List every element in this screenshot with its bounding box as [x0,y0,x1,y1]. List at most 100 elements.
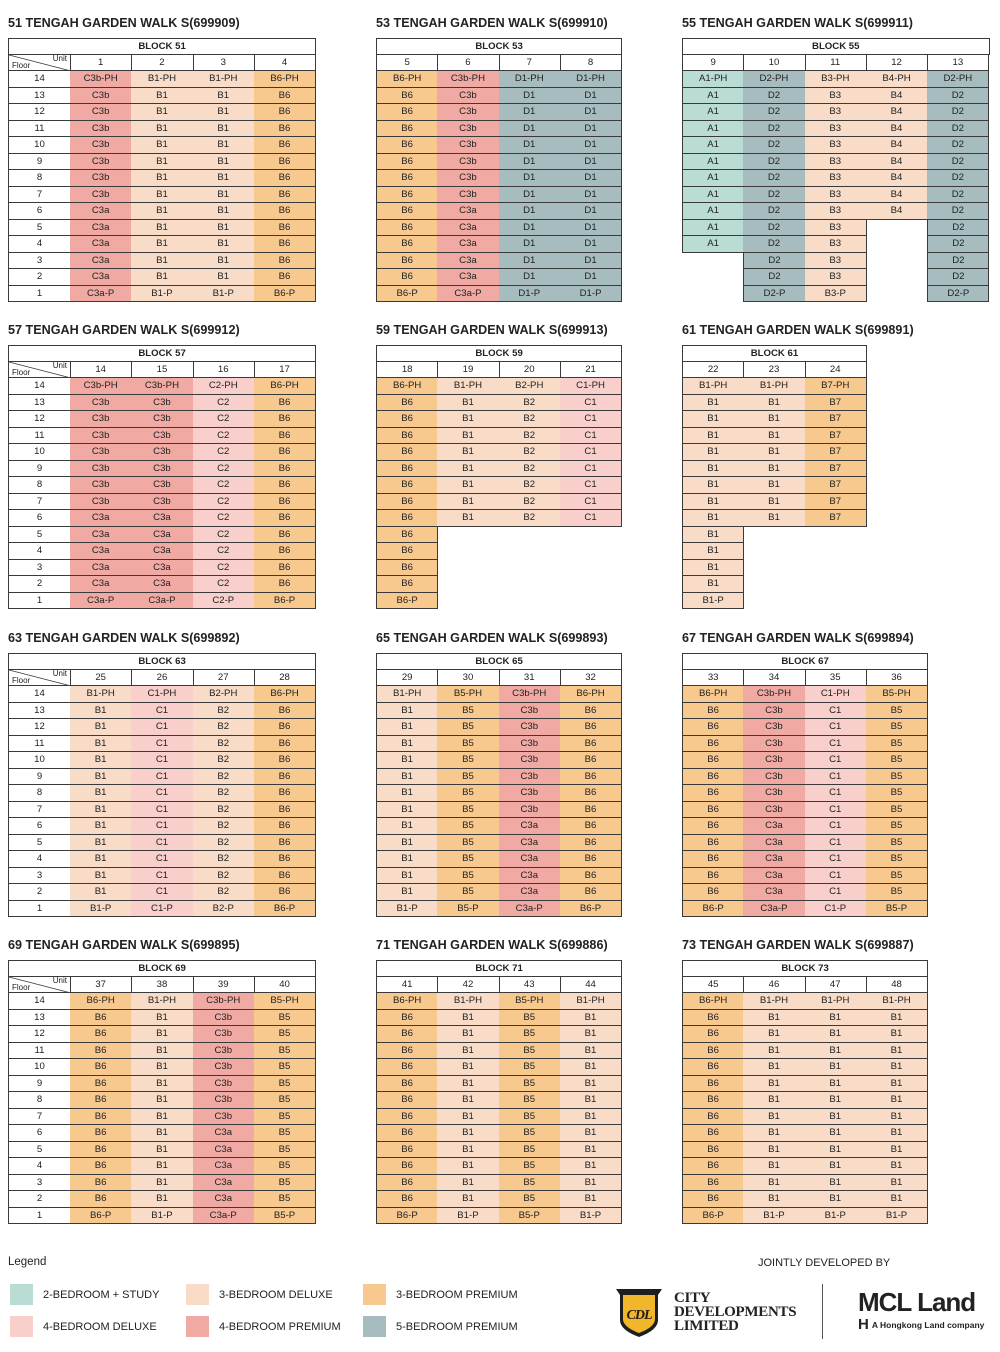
unit-cell: C3b [70,87,133,104]
floor-number: 13 [8,87,71,104]
unit-cell: B6-PH [376,993,439,1010]
unit-cell: B5 [253,1125,317,1142]
unit-number: 47 [804,976,867,993]
unit-cell: B1-P [131,1207,194,1224]
unit-cell: B1 [131,153,194,170]
legend-swatch [186,1284,209,1305]
mcl-tagline-row: H A Hongkong Land company [858,1316,984,1333]
unit-cell: B1 [559,1174,623,1191]
unit-cell: B1 [559,1141,623,1158]
unit-cell: C3a-P [70,285,133,302]
unit-cell: B1 [131,269,194,286]
unit-number: 24 [804,361,867,378]
unit-number: 25 [70,669,133,686]
unit-number: 32 [559,669,623,686]
unit-cell: B6-P [376,592,439,609]
unit-cell: B1-PH [192,71,255,88]
legend-title: Legend [8,1256,47,1268]
block-section: 69 TENGAH GARDEN WALK S(699895) BLOCK 69 U… [8,936,317,1225]
unit-cell: D2 [927,219,990,236]
unit-cell: C3a [498,834,561,851]
unit-number: 10 [743,54,806,71]
unit-cell: B1 [131,120,194,137]
unit-cell: B6 [70,1191,133,1208]
unit-cell: C3b [437,104,500,121]
floor-number: 8 [8,1092,71,1109]
unit-cell: D2 [927,236,990,253]
unit-cell: C3b [131,493,194,510]
unit-cell: C1 [559,444,623,461]
unit-cell: B5 [437,719,500,736]
block-section: 59 TENGAH GARDEN WALK S(699913) BLOCK 59 1… [376,321,623,610]
unit-cell: B6 [376,1108,439,1125]
unit-cell: C2 [192,510,255,527]
unit-cell: B1 [437,1141,500,1158]
unit-cell: C1 [559,394,623,411]
hongkong-land-h-icon: H [858,1316,869,1333]
block-section: 67 TENGAH GARDEN WALK S(699894) BLOCK 67 3… [682,629,929,918]
unit-cell: B6 [682,1092,745,1109]
unit-cell: C3a [743,818,806,835]
unit-cell: B1 [131,186,194,203]
unit-cell: B5 [865,719,929,736]
unit-cell: A1 [682,120,745,137]
unit-cell: B1 [682,510,745,527]
unit-cell: B5-PH [865,686,929,703]
floor-number: 1 [8,285,71,302]
unit-cell: B6 [70,1174,133,1191]
unit-cell: B6 [682,884,745,901]
unit-cell: B6 [376,477,439,494]
unit-number: 17 [253,361,317,378]
unit-cell: B6 [253,203,317,220]
logo-divider [822,1284,823,1339]
unit-cell: B5 [498,1174,561,1191]
unit-number: 20 [498,361,561,378]
unit-number: 26 [131,669,194,686]
unit-cell: B1 [131,1026,194,1043]
unit-cell: B1 [376,719,439,736]
unit-cell: B2 [192,768,255,785]
unit-cell: B1 [682,394,745,411]
unit-cell: B7 [804,460,867,477]
unit-cell: B6 [682,1059,745,1076]
floor-number: 10 [8,137,71,154]
unit-number: 19 [437,361,500,378]
unit-number: 18 [376,361,439,378]
unit-cell: B5 [865,818,929,835]
unit-cell: D1 [559,104,623,121]
unit-cell: C2-PH [192,378,255,395]
unit-cell: C3a [70,269,133,286]
unit-cell: C3b [192,1009,255,1026]
unit-cell: B6-P [70,1207,133,1224]
unit-cell: B6 [376,1141,439,1158]
floor-number: 4 [8,851,71,868]
unit-cell: B5 [437,702,500,719]
unit-cell: B6-P [376,1207,439,1224]
unit-cell: B6 [70,1009,133,1026]
unit-cell: B1 [865,1026,929,1043]
unit-cell: C3b [743,752,806,769]
unit-cell: B1 [437,394,500,411]
unit-cell: B3 [804,137,867,154]
unit-cell: B6 [559,785,623,802]
unit-cell: B5 [437,834,500,851]
unit-cell: B5 [437,884,500,901]
unit-cell: C3a [743,851,806,868]
unit-cell: A1-PH [682,71,745,88]
unit-cell: B1 [437,427,500,444]
unit-cell: B1 [743,1174,806,1191]
unit-cell: C1-P [131,900,194,917]
legend-item: 4-BEDROOM DELUXE [10,1316,157,1337]
unit-cell: C3a [131,543,194,560]
unit-cell: D1-P [498,285,561,302]
unit-cell: B1 [131,104,194,121]
unit-cell: D1 [559,219,623,236]
unit-cell: C3b [70,477,133,494]
unit-cell: B2-P [192,900,255,917]
unit-cell: B1 [192,252,255,269]
unit-cell: B1 [743,1026,806,1043]
unit-number: 45 [682,976,745,993]
unit-number: 2 [131,54,194,71]
unit-cell: B1-P [804,1207,867,1224]
unit-cell: B6 [376,1174,439,1191]
